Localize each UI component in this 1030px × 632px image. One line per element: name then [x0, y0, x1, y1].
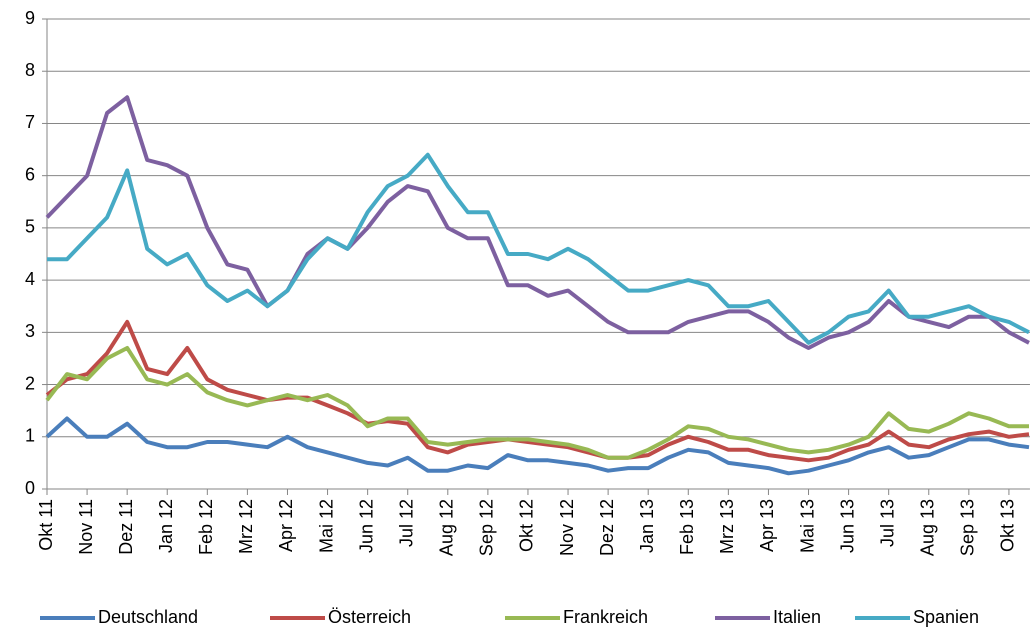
x-tick-label: Nov 11 [76, 499, 96, 555]
series-line [47, 152, 1030, 345]
legend-label: Italien [773, 607, 821, 627]
x-tick-label: Apr 13 [757, 499, 777, 552]
x-tick-label: Mrz 13 [717, 499, 737, 554]
x-tick-label: Okt 12 [517, 499, 537, 552]
x-tick-label: Mai 12 [316, 499, 336, 553]
legend-label: Deutschland [98, 607, 198, 627]
series-line [45, 346, 1029, 460]
y-tick-label: 8 [25, 60, 35, 80]
x-tick-label: Jul 13 [877, 499, 897, 547]
x-tick-label: Feb 12 [196, 499, 216, 555]
y-tick-label: 6 [25, 164, 35, 184]
x-tick-label: Dez 11 [116, 499, 136, 555]
x-tick-label: Jan 12 [156, 499, 176, 553]
legend-label: Spanien [913, 607, 979, 627]
x-tick-label: Jun 13 [837, 499, 857, 553]
y-tick-label: 5 [25, 217, 35, 237]
y-tick-label: 2 [25, 373, 35, 393]
x-tick-label: Jun 12 [356, 499, 376, 553]
x-tick-label: Mai 13 [797, 499, 817, 553]
y-tick-label: 1 [25, 426, 35, 446]
x-tick-label: Aug 13 [918, 499, 938, 556]
x-tick-label: Okt 13 [998, 499, 1018, 552]
x-tick-label: Sep 12 [477, 499, 497, 556]
x-tick-label: Jul 12 [396, 499, 416, 547]
x-tick-label: Dez 12 [597, 499, 617, 556]
x-tick-label: Aug 12 [437, 499, 457, 556]
y-tick-label: 0 [25, 478, 35, 498]
legend-label: Frankreich [563, 607, 648, 627]
x-tick-label: Mrz 12 [236, 499, 256, 554]
series-line [45, 95, 1030, 350]
series-line [45, 319, 1030, 463]
x-tick-label: Sep 13 [958, 499, 978, 556]
y-tick-label: 9 [25, 8, 35, 28]
y-tick-label: 3 [25, 321, 35, 341]
y-tick-label: 7 [25, 112, 35, 132]
x-tick-label: Apr 12 [276, 499, 296, 552]
y-tick-label: 4 [25, 269, 35, 289]
x-tick-label: Jan 13 [637, 499, 657, 553]
x-tick-label: Okt 11 [36, 499, 56, 551]
x-tick-label: Nov 12 [557, 499, 577, 556]
x-tick-label: Feb 13 [677, 499, 697, 555]
legend-label: Österreich [328, 607, 411, 627]
series-line [45, 416, 1030, 476]
